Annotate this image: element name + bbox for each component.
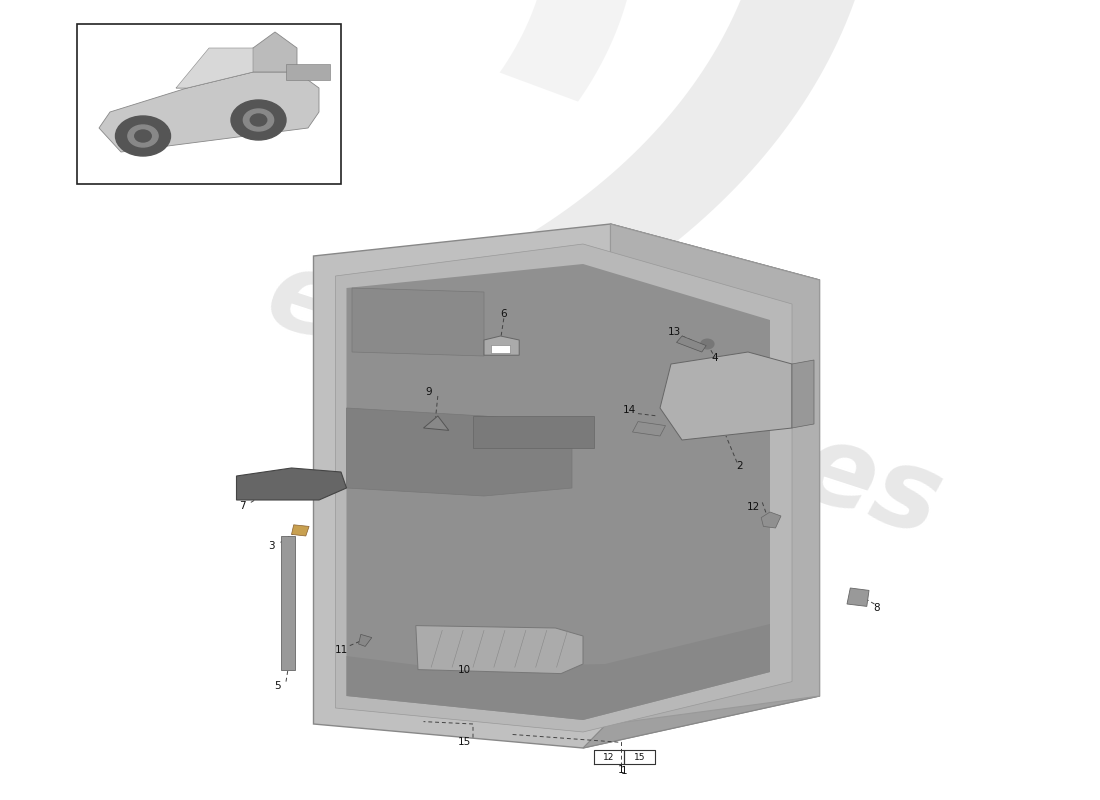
Circle shape [116, 116, 170, 156]
Circle shape [231, 100, 286, 140]
Text: 12: 12 [604, 753, 615, 762]
Text: 3: 3 [268, 541, 275, 550]
Text: 4: 4 [712, 353, 718, 362]
Polygon shape [632, 422, 666, 436]
Polygon shape [473, 416, 594, 448]
Polygon shape [610, 224, 820, 724]
Text: 1: 1 [618, 765, 625, 774]
Circle shape [251, 114, 266, 126]
Text: 2: 2 [736, 461, 743, 470]
Text: 5: 5 [274, 682, 280, 691]
Text: 15: 15 [458, 738, 471, 747]
Polygon shape [0, 0, 638, 102]
Circle shape [128, 125, 158, 147]
Polygon shape [847, 588, 869, 606]
Polygon shape [336, 244, 792, 732]
Polygon shape [292, 525, 309, 536]
Polygon shape [424, 416, 449, 430]
Polygon shape [583, 224, 820, 748]
Bar [77, 24, 341, 184]
Polygon shape [176, 32, 297, 88]
Polygon shape [286, 64, 330, 80]
Polygon shape [280, 536, 295, 670]
Text: 13: 13 [668, 327, 681, 337]
Polygon shape [660, 352, 792, 440]
Polygon shape [676, 336, 706, 352]
Polygon shape [176, 48, 253, 88]
Polygon shape [314, 224, 820, 748]
Text: 8: 8 [873, 603, 880, 613]
Polygon shape [359, 634, 372, 646]
Text: a passion for parts since 1985: a passion for parts since 1985 [379, 458, 786, 614]
Text: 11: 11 [334, 646, 348, 655]
Polygon shape [761, 512, 781, 528]
Text: 12: 12 [747, 502, 760, 512]
Polygon shape [0, 0, 880, 322]
Text: eurospares: eurospares [254, 241, 956, 559]
Polygon shape [416, 626, 583, 674]
Circle shape [243, 109, 274, 131]
Text: 7: 7 [239, 502, 245, 511]
Circle shape [134, 130, 152, 142]
Text: 14: 14 [623, 405, 636, 414]
Text: 10: 10 [458, 666, 471, 675]
Bar [491, 345, 510, 353]
Polygon shape [236, 468, 346, 500]
Polygon shape [484, 336, 519, 355]
Polygon shape [346, 408, 572, 496]
Polygon shape [352, 288, 484, 356]
Text: 6: 6 [500, 309, 507, 318]
Polygon shape [99, 72, 319, 152]
Polygon shape [792, 360, 814, 428]
Text: 15: 15 [634, 753, 645, 762]
Polygon shape [346, 624, 770, 720]
Circle shape [701, 339, 714, 349]
Text: 9: 9 [426, 387, 432, 397]
Text: 1: 1 [620, 766, 627, 776]
Polygon shape [346, 264, 770, 720]
